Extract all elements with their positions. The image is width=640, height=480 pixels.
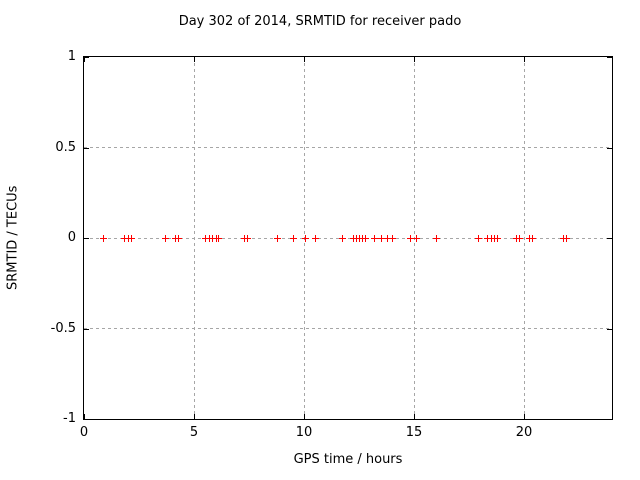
data-point-marker <box>311 234 319 242</box>
x-tick-label: 10 <box>295 425 313 440</box>
data-point-marker <box>274 234 282 242</box>
x-tick-mark-top <box>84 57 85 62</box>
x-tick-label: 15 <box>405 425 423 440</box>
y-tick-label: 0.5 <box>55 139 76 155</box>
y-tick-mark-right <box>607 419 612 420</box>
y-tick-mark-right <box>607 57 612 58</box>
x-tick-label: 20 <box>515 425 533 440</box>
data-point-marker <box>563 234 571 242</box>
y-tick-mark-left <box>84 238 89 239</box>
data-point-marker <box>388 234 396 242</box>
x-tick-mark-bottom <box>194 414 195 419</box>
y-tick-label: 0 <box>67 230 76 245</box>
data-point-marker <box>175 234 183 242</box>
x-tick-mark-bottom <box>304 414 305 419</box>
grid-line-horizontal <box>84 328 612 329</box>
data-point-marker <box>475 234 483 242</box>
x-tick-mark-top <box>194 57 195 62</box>
data-point-marker <box>529 234 537 242</box>
y-tick-label: -0.5 <box>50 320 76 336</box>
y-tick-mark-right <box>607 147 612 149</box>
data-point-marker <box>432 234 440 242</box>
y-tick-mark-left <box>84 57 89 58</box>
grid-line-horizontal <box>84 147 612 148</box>
y-tick-label: -1 <box>63 411 76 426</box>
y-tick-mark-right <box>607 238 612 239</box>
data-point-marker <box>100 234 108 242</box>
y-tick-mark-left <box>84 147 89 149</box>
y-tick-mark-left <box>84 328 89 330</box>
y-tick-mark-right <box>607 328 612 330</box>
data-point-marker <box>370 234 378 242</box>
data-point-marker <box>407 234 415 242</box>
x-tick-mark-bottom <box>414 414 415 419</box>
plot-area: 0 5 10 15 20 1 0.5 0 -0.5 -1 <box>51 49 613 440</box>
data-point-marker <box>161 234 169 242</box>
data-point-marker <box>127 234 135 242</box>
data-point-marker <box>384 234 392 242</box>
data-point-marker <box>362 234 370 242</box>
x-tick-mark-bottom <box>84 414 85 419</box>
data-point-marker <box>201 234 209 242</box>
data-point-marker <box>244 234 252 242</box>
data-point-marker <box>339 234 346 242</box>
chart-title: Day 302 of 2014, SRMTID for receiver pad… <box>178 14 462 29</box>
x-tick-mark-bottom <box>524 414 525 419</box>
x-axis-label: GPS time / hours <box>293 452 403 467</box>
data-point-marker <box>516 234 524 242</box>
data-point-marker <box>412 234 420 242</box>
data-point-marker <box>494 234 502 242</box>
x-tick-mark-top <box>304 57 305 62</box>
x-tick-label: 5 <box>189 425 199 440</box>
data-point-marker <box>214 234 222 242</box>
y-tick-mark-left <box>84 419 89 420</box>
data-point-marker <box>301 234 309 242</box>
x-tick-mark-top <box>524 57 525 62</box>
x-tick-mark-top <box>414 57 415 62</box>
x-tick-label: 0 <box>79 425 89 440</box>
data-point-marker <box>377 234 385 242</box>
y-tick-label: 1 <box>67 49 76 64</box>
data-point-marker <box>289 234 297 242</box>
grid-line-horizontal <box>84 237 612 239</box>
